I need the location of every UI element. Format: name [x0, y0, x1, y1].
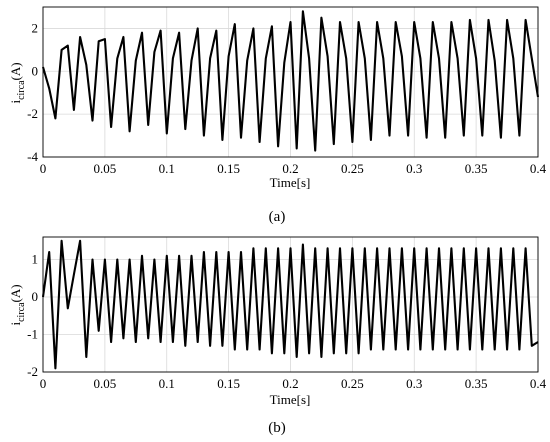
- panel-b: 0 0.05 0.1 0.15 0.2 0.25 0.3 0.35 0.4 -2 -1 0 1 Tim…: [8, 236, 547, 436]
- x-tick-label: 0.05: [94, 161, 117, 176]
- y-label-main-a: i: [8, 100, 23, 104]
- x-tick-label: 0.4: [530, 161, 547, 176]
- x-tick-label: 0: [40, 161, 47, 176]
- y-tick-label: -2: [27, 364, 38, 379]
- y-label-main-b: i: [8, 322, 23, 326]
- x-tick-label: 0.3: [406, 376, 422, 391]
- waveform-a: [41, 10, 540, 152]
- x-tick-label: 0.05: [94, 376, 117, 391]
- caption-b: (b): [268, 420, 286, 436]
- y-axis-label-a: icirca(A): [8, 62, 27, 103]
- caption-a: (a): [269, 209, 286, 225]
- y-tick-label: 0: [32, 63, 39, 78]
- y-label-unit-b: (A): [8, 284, 23, 302]
- x-tick-label: 0.25: [341, 161, 364, 176]
- x-tick-label: 0: [40, 376, 47, 391]
- x-tick-label: 0.15: [217, 376, 240, 391]
- y-tick-label: -4: [27, 149, 38, 164]
- y-label-sub-b: circa: [16, 302, 27, 322]
- y-label-sub-a: circa: [16, 80, 27, 100]
- panel-a: 0 0.05 0.1 0.15 0.2 0.25 0.3 0.35 0.4 -4 -2 0 2 Tim…: [8, 6, 547, 225]
- x-axis-label-b: Time[s]: [270, 392, 311, 407]
- x-tick-label: 0.25: [341, 376, 364, 391]
- y-tick-label: 0: [32, 289, 39, 304]
- waveform-b: [41, 239, 539, 370]
- x-tick-labels-a: 0 0.05 0.1 0.15 0.2 0.25 0.3 0.35 0.4: [40, 161, 547, 176]
- y-tick-labels-a: -4 -2 0 2: [27, 20, 38, 164]
- series-line: [41, 239, 539, 370]
- x-tick-label: 0.35: [465, 376, 488, 391]
- x-tick-label: 0.15: [217, 161, 240, 176]
- y-tick-label: -2: [27, 106, 38, 121]
- x-tick-label: 0.35: [465, 161, 488, 176]
- y-axis-label-b: icirca(A): [8, 284, 27, 325]
- x-tick-label: 0.2: [282, 376, 298, 391]
- x-tick-labels-b: 0 0.05 0.1 0.15 0.2 0.25 0.3 0.35 0.4: [40, 376, 547, 391]
- y-tick-labels-b: -2 -1 0 1: [27, 252, 38, 380]
- y-tick-label: -1: [27, 327, 38, 342]
- x-tick-label: 0.1: [159, 376, 175, 391]
- y-tick-label: 1: [32, 252, 39, 267]
- x-tick-label: 0.1: [159, 161, 175, 176]
- plot-frame-b: [42, 236, 539, 373]
- plot-frame-a: [42, 6, 539, 158]
- x-tick-label: 0.4: [530, 376, 547, 391]
- series-line: [41, 10, 540, 152]
- x-tick-label: 0.3: [406, 161, 422, 176]
- y-label-unit-a: (A): [8, 62, 23, 80]
- x-axis-label-a: Time[s]: [270, 175, 311, 190]
- y-tick-label: 2: [32, 20, 39, 35]
- x-tick-label: 0.2: [282, 161, 298, 176]
